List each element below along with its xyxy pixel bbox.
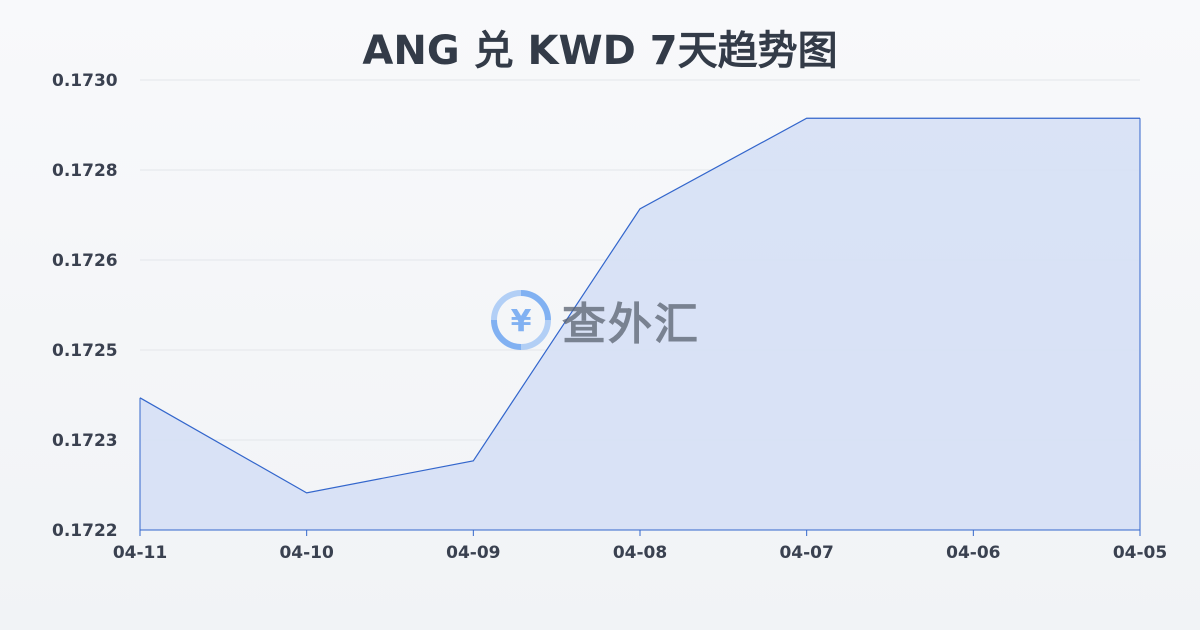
y-tick-label: 0.1730 <box>52 71 118 91</box>
x-tick-label: 04-11 <box>113 543 167 563</box>
x-tick-label: 04-06 <box>946 543 1000 563</box>
y-tick-label: 0.1725 <box>52 341 118 361</box>
chart-title: ANG 兑 KWD 7天趋势图 <box>362 28 838 74</box>
x-tick-label: 04-05 <box>1113 543 1167 563</box>
svg-text:¥: ¥ <box>511 304 532 339</box>
x-tick-label: 04-08 <box>613 543 667 563</box>
y-tick-label: 0.1726 <box>52 251 118 271</box>
y-tick-label: 0.1728 <box>52 161 118 181</box>
y-tick-label: 0.1723 <box>52 431 118 451</box>
yen-exchange-icon: ¥ <box>491 290 551 350</box>
watermark: ¥ 查外汇 <box>490 288 700 352</box>
y-tick-label: 0.1722 <box>52 521 118 541</box>
x-tick-label: 04-10 <box>279 543 334 563</box>
x-tick-label: 04-07 <box>779 543 833 563</box>
x-tick-label: 04-09 <box>446 543 500 563</box>
area-fill <box>140 118 1140 530</box>
watermark-text: 查外汇 <box>562 299 700 350</box>
